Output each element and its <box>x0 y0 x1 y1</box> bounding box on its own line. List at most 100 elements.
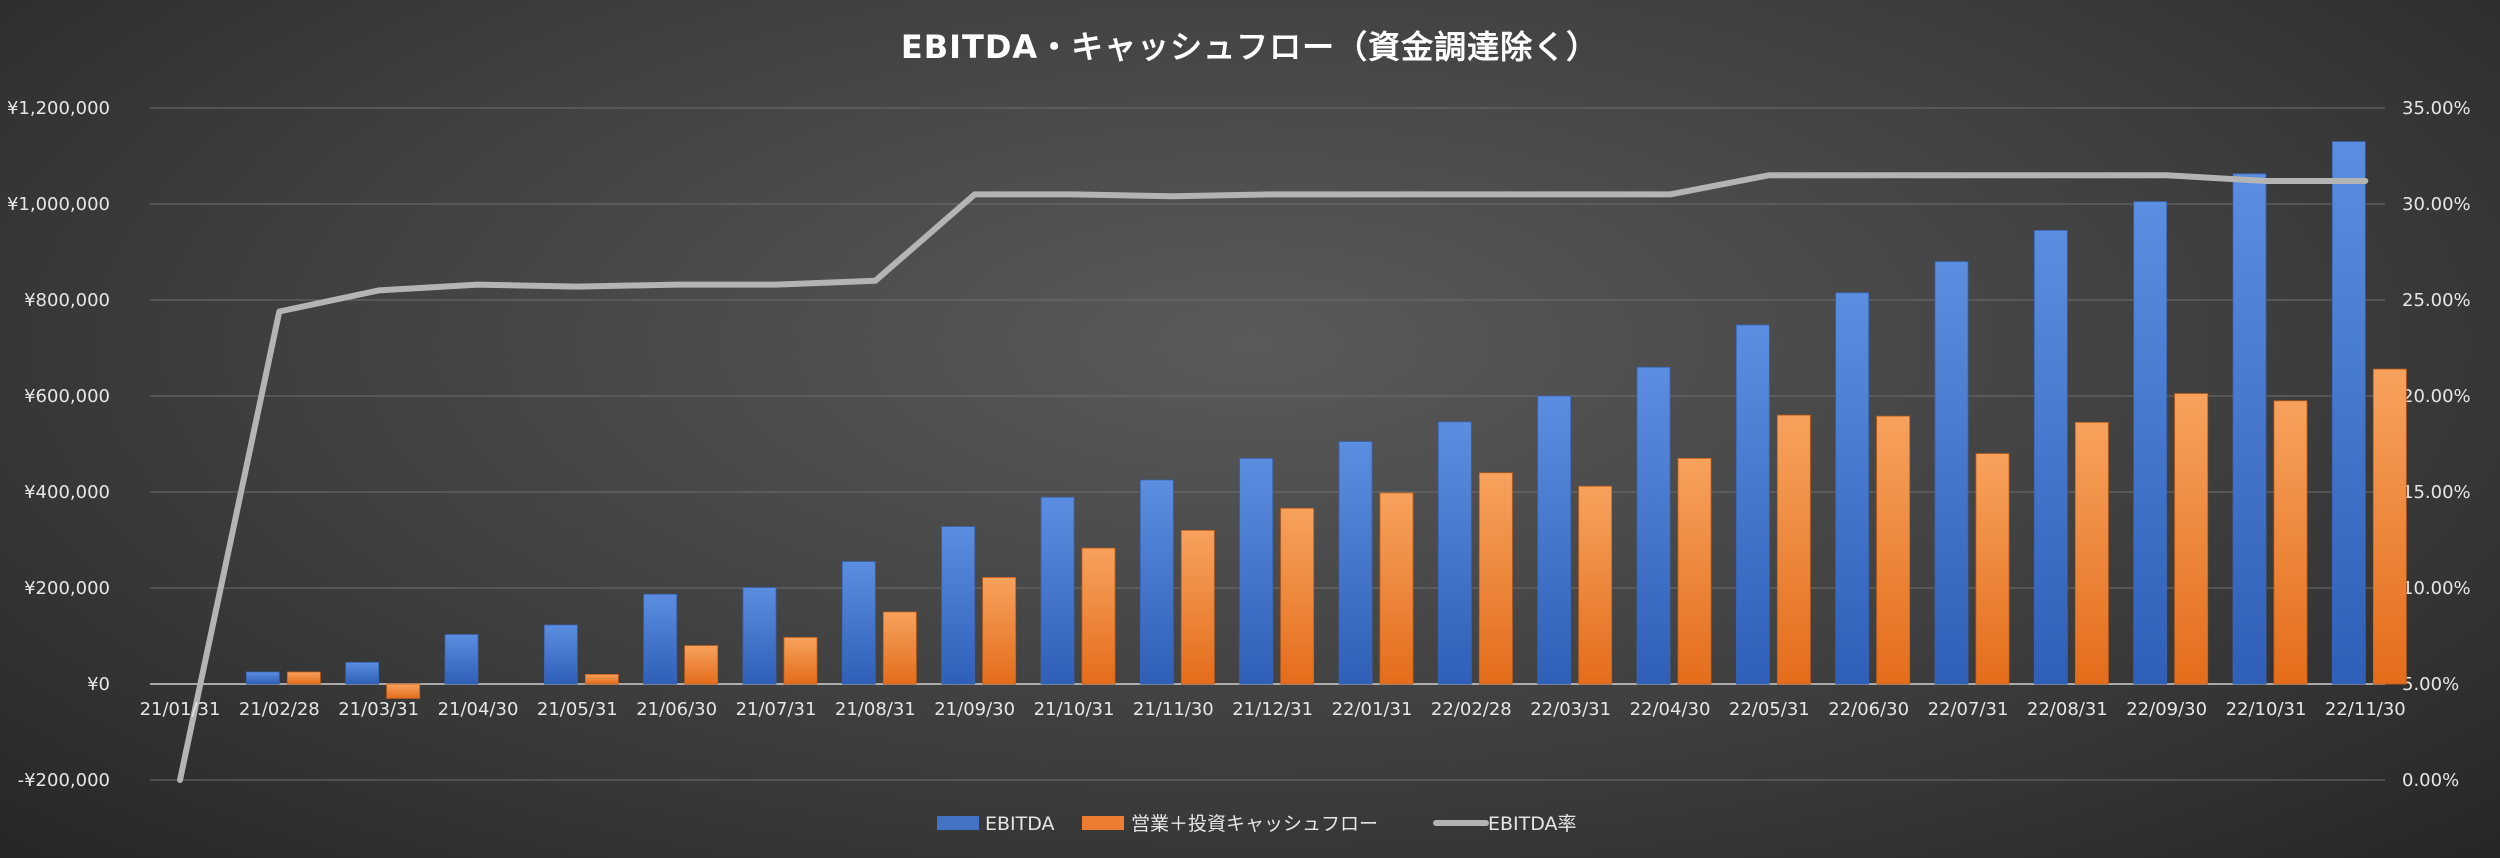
x-tick-label: 21/01/31 <box>140 699 221 720</box>
ebitda-rate-point <box>574 284 580 290</box>
x-tick-label: 21/11/30 <box>1133 699 1214 720</box>
cashflow-bar <box>684 645 719 685</box>
legend-swatch-ebitda <box>937 816 979 830</box>
x-tick-label: 22/01/31 <box>1332 699 1413 720</box>
legend-label-ebitda: EBITDA <box>985 813 1055 835</box>
cashflow-bar <box>1478 472 1513 685</box>
x-axis: 21/01/31 21/02/28 21/03/31 21/04/30 21/05/31… <box>140 699 2406 720</box>
ebitda-rate-point <box>376 287 382 293</box>
ebitda-rate-point <box>1468 191 1474 197</box>
cashflow-bar <box>584 674 619 685</box>
ebitda-bar <box>444 634 479 685</box>
x-tick-label: 21/06/30 <box>636 699 717 720</box>
y-left-tick-label: ¥1,000,000 <box>7 194 110 215</box>
ebitda-rate-point <box>276 309 282 315</box>
ebitda-rate-point <box>1766 172 1772 178</box>
ebitda-rate-point <box>1667 191 1673 197</box>
cashflow-bar <box>2174 393 2209 685</box>
cashflow-bar <box>982 577 1017 685</box>
ebitda-rate-point <box>475 282 481 288</box>
cashflow-bar <box>1578 485 1613 685</box>
ebitda-rate-point <box>1369 191 1375 197</box>
ebitda-bar <box>2133 201 2168 685</box>
ebitda-rate-point <box>1270 191 1276 197</box>
cashflow-bar <box>2074 421 2109 685</box>
y-right-tick-label: 20.00% <box>2402 386 2471 407</box>
ebitda-rate-point <box>773 282 779 288</box>
cashflow-bar <box>1975 453 2010 685</box>
x-tick-label: 22/08/31 <box>2027 699 2108 720</box>
right-axis: 0.00% 5.00% 10.00% 15.00% 20.00% 25.00% 30.00%… <box>2402 98 2471 791</box>
x-tick-label: 22/07/31 <box>1928 699 2009 720</box>
cashflow-bar <box>386 683 421 699</box>
ebitda-rate-point <box>674 282 680 288</box>
ebitda-bar <box>742 587 777 685</box>
cashflow-bar <box>1081 547 1116 685</box>
chart-title: EBITDA・キャッシュフロー（資金調達除く） <box>901 28 1599 66</box>
ebitda-bar <box>1139 479 1174 685</box>
ebitda-rate-point <box>2362 178 2368 184</box>
x-tick-label: 21/08/31 <box>835 699 916 720</box>
y-left-tick-label: -¥200,000 <box>18 770 110 791</box>
y-left-tick-label: ¥600,000 <box>24 386 110 407</box>
y-right-tick-label: 0.00% <box>2402 770 2459 791</box>
y-right-tick-label: 35.00% <box>2402 98 2471 119</box>
cashflow-bar <box>1379 492 1414 685</box>
cashflow-bar <box>1876 415 1911 685</box>
ebitda-bar <box>345 662 380 685</box>
cashflow-bar <box>1776 414 1811 685</box>
x-tick-label: 21/09/30 <box>934 699 1015 720</box>
cashflow-bar <box>2372 368 2407 685</box>
cashflow-bar <box>882 611 917 685</box>
ebitda-bar <box>2033 229 2068 685</box>
ebitda-bar <box>1437 421 1472 685</box>
ebitda-rate-point <box>1866 172 1872 178</box>
ebitda-bar <box>643 593 678 685</box>
ebitda-bar <box>941 526 976 685</box>
ebitda-rate-point <box>177 777 183 783</box>
y-right-tick-label: 25.00% <box>2402 290 2471 311</box>
bars <box>245 141 2407 699</box>
ebitda-rate-point <box>1965 172 1971 178</box>
ebitda-rate-point <box>2263 178 2269 184</box>
y-right-tick-label: 5.00% <box>2402 674 2459 695</box>
y-left-tick-label: ¥400,000 <box>24 482 110 503</box>
x-tick-label: 22/05/31 <box>1729 699 1810 720</box>
x-tick-label: 22/02/28 <box>1431 699 1512 720</box>
y-left-tick-label: ¥0 <box>87 674 110 695</box>
ebitda-rate-point <box>972 191 978 197</box>
x-tick-label: 22/09/30 <box>2126 699 2207 720</box>
ebitda-bar <box>1934 261 1969 685</box>
y-right-tick-label: 30.00% <box>2402 194 2471 215</box>
ebitda-rate-point <box>872 278 878 284</box>
ebitda-rate-point <box>1568 191 1574 197</box>
ebitda-bar <box>1636 366 1671 685</box>
x-tick-label: 22/10/31 <box>2226 699 2307 720</box>
x-tick-label: 22/06/30 <box>1828 699 1909 720</box>
cashflow-bar <box>1180 530 1215 685</box>
ebitda-rate-line <box>177 172 2369 783</box>
y-left-tick-label: ¥800,000 <box>24 290 110 311</box>
y-left-tick-label: ¥1,200,000 <box>7 98 110 119</box>
ebitda-bar <box>1835 292 1870 685</box>
ebitda-rate-point <box>1170 193 1176 199</box>
ebitda-bar <box>1537 395 1572 685</box>
ebitda-bar <box>543 624 578 685</box>
legend: EBITDA 営業＋投資キャッシュフロー EBITDA率 <box>937 813 1577 835</box>
cashflow-bar <box>1677 457 1712 685</box>
y-right-tick-label: 10.00% <box>2402 578 2471 599</box>
ebitda-bar <box>841 561 876 685</box>
left-axis: -¥200,000 ¥0 ¥200,000 ¥400,000 ¥600,000 ¥800,… <box>7 98 110 791</box>
y-left-tick-label: ¥200,000 <box>24 578 110 599</box>
ebitda-bar <box>245 671 280 685</box>
ebitda-rate-point <box>2064 172 2070 178</box>
cashflow-bar <box>1280 507 1315 685</box>
cashflow-bar <box>783 637 818 685</box>
x-tick-label: 21/03/31 <box>338 699 419 720</box>
ebitda-bar <box>2232 173 2267 685</box>
x-tick-label: 21/07/31 <box>736 699 817 720</box>
ebitda-bar <box>1239 457 1274 685</box>
legend-label-ebitda-rate: EBITDA率 <box>1488 813 1577 835</box>
